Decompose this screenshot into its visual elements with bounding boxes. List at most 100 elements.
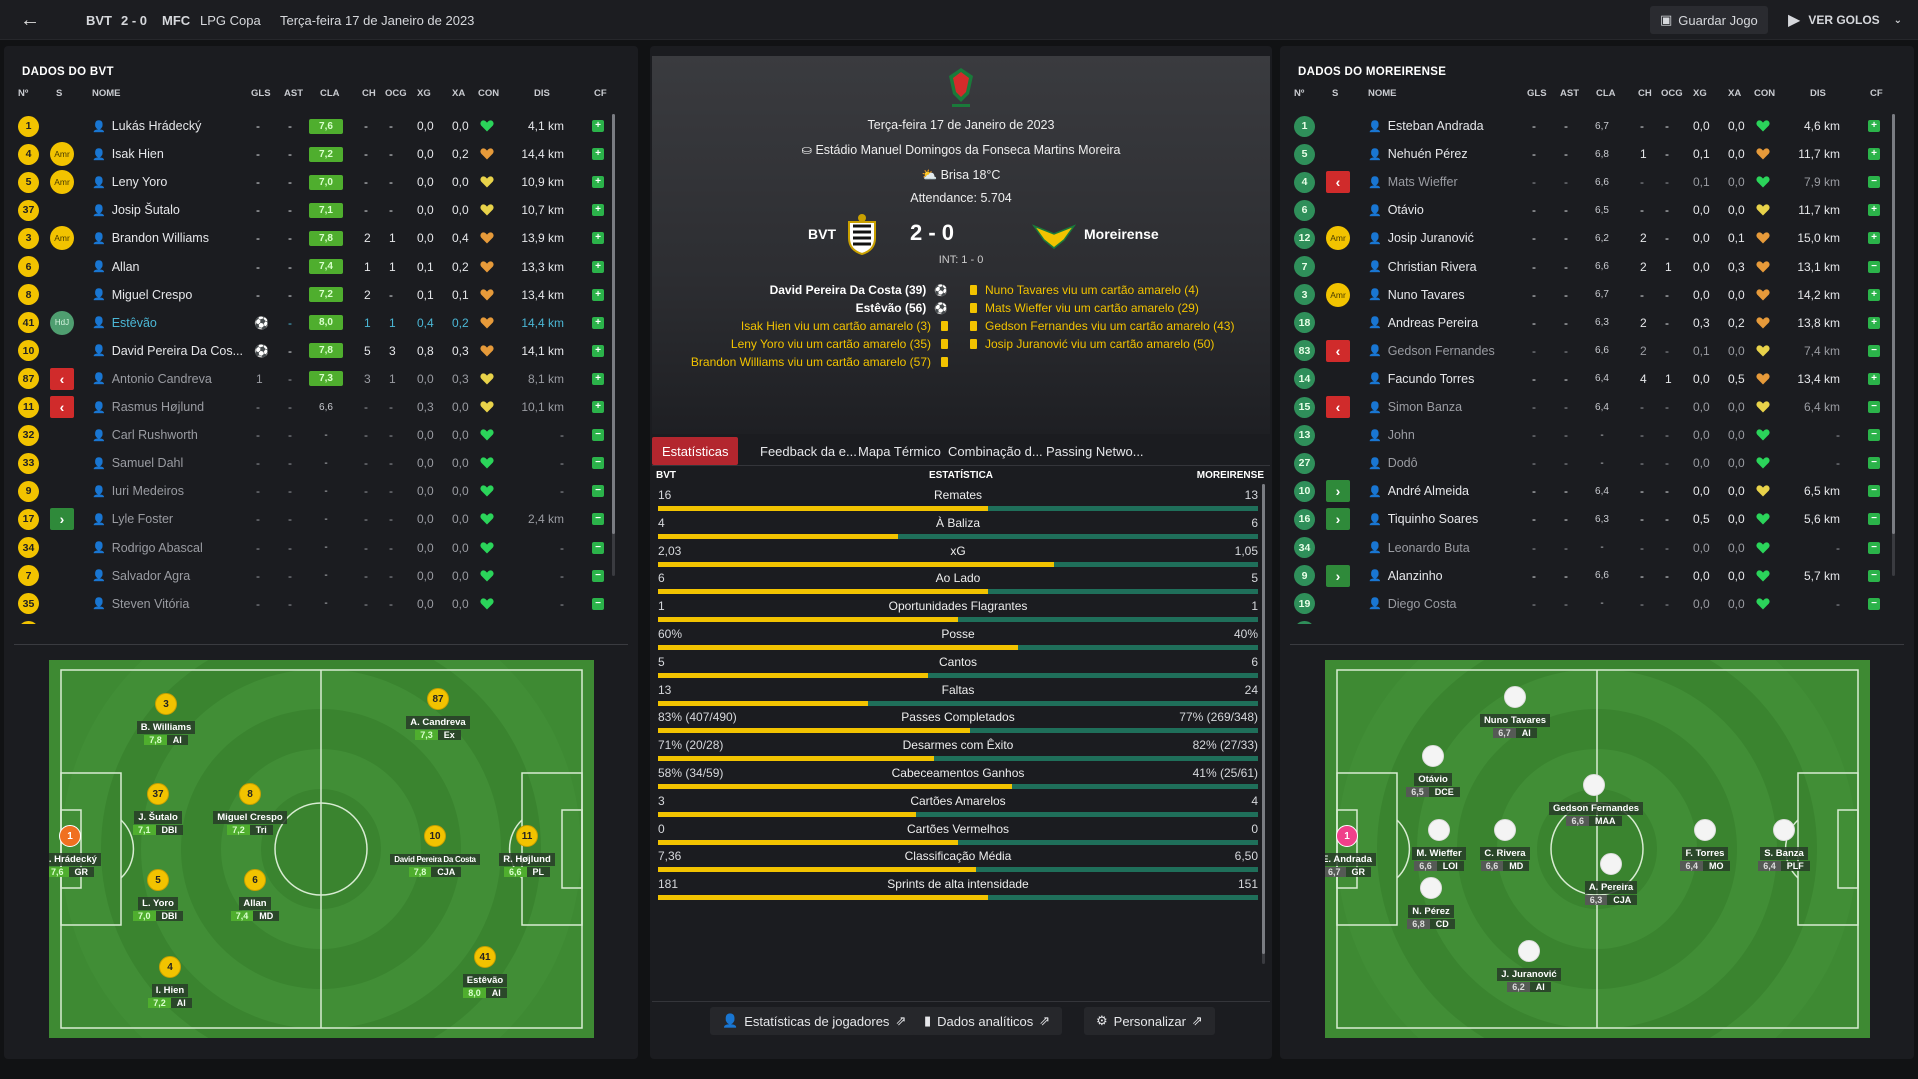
- player-name-cell[interactable]: 👤 Mats Wieffer: [1368, 168, 1458, 196]
- table-row[interactable]: 6 👤 Otávio - - - - 0,0 0,0 6,5 11,7 km +: [1280, 196, 1900, 224]
- table-row[interactable]: 17 › 👤 Lyle Foster - - - - 0,0 0,0 - 2,4 km −: [4, 505, 624, 533]
- table-row[interactable]: 6 👤 Allan - - 1 1 0,1 0,2 7,4 13,3 km +: [4, 253, 624, 281]
- analytics-button[interactable]: ▮ Dados analíticos ⇗: [912, 1007, 1063, 1035]
- home-table-scrollbar[interactable]: [612, 114, 615, 576]
- player-name-cell[interactable]: 👤 Diego Costa: [1368, 590, 1457, 618]
- player-marker[interactable]: [1773, 819, 1795, 841]
- header-dis[interactable]: DIS: [534, 87, 550, 99]
- player-marker[interactable]: [1600, 853, 1622, 875]
- table-row[interactable]: 32 👤 Carl Rushworth - - - - 0,0 0,0 - - −: [4, 421, 624, 449]
- header-con[interactable]: CON: [478, 87, 500, 99]
- player-name-cell[interactable]: 👤 Estêvão: [92, 309, 157, 337]
- player-name-cell[interactable]: 👤 Salvador Agra: [92, 562, 190, 590]
- table-row[interactable]: 5 👤 Nehuén Pérez - - 1 - 0,1 0,0 6,8 11,7 km +: [1280, 140, 1900, 168]
- view-goals-button[interactable]: ▶ VER GOLOS ⌄: [1788, 0, 1902, 40]
- player-marker[interactable]: [1420, 877, 1442, 899]
- table-row[interactable]: 9 👤 Iuri Medeiros - - - - 0,0 0,0 - - −: [4, 477, 624, 505]
- player-marker[interactable]: [1504, 686, 1526, 708]
- player-name-cell[interactable]: 👤 Josip Juranović: [1368, 224, 1474, 252]
- player-name-cell[interactable]: 👤 Tiquinho Soares: [1368, 505, 1478, 533]
- player-marker[interactable]: 87: [427, 688, 449, 710]
- header-xa[interactable]: XA: [452, 87, 466, 99]
- player-name-cell[interactable]: 👤 Facundo Torres: [1368, 365, 1474, 393]
- player-stats-button[interactable]: 👤 Estatísticas de jogadores ⇗: [710, 1007, 919, 1035]
- competition-name[interactable]: LPG Copa: [200, 12, 261, 28]
- player-name-cell[interactable]: 👤 Brandon Williams: [92, 224, 209, 252]
- header-ast[interactable]: AST: [284, 87, 303, 99]
- header-cla[interactable]: CLA: [1596, 87, 1616, 99]
- header-num[interactable]: Nº: [18, 87, 29, 99]
- header-dis[interactable]: DIS: [1810, 87, 1826, 99]
- table-row[interactable]: 27 👤 Dodô - - - - 0,0 0,0 - - −: [1280, 449, 1900, 477]
- player-marker[interactable]: [1518, 940, 1540, 962]
- table-row[interactable]: 9 › 👤 Alanzinho - - - - 0,0 0,0 6,6 5,7 km −: [1280, 562, 1900, 590]
- player-marker[interactable]: 1: [59, 825, 81, 847]
- player-name-cell[interactable]: 👤 Josip Šutalo: [92, 196, 180, 224]
- header-con[interactable]: CON: [1754, 87, 1776, 99]
- header-xg[interactable]: XG: [1693, 87, 1707, 99]
- tab-1[interactable]: Feedback da e...: [760, 443, 857, 459]
- table-row[interactable]: 11 ‹ 👤 Rasmus Højlund - - - - 0,3 0,0 6,6 10,1 km +: [4, 393, 624, 421]
- player-name-cell[interactable]: 👤 Rasmus Højlund: [92, 393, 204, 421]
- player-name-cell[interactable]: 👤 Simon Banza: [1368, 393, 1462, 421]
- player-name-cell[interactable]: 👤 David Pereira Da Cos...: [92, 337, 243, 365]
- table-row[interactable]: 15 ‹ 👤 Simon Banza - - - - 0,0 0,0 6,4 6,4 km −: [1280, 393, 1900, 421]
- tab-0[interactable]: Estatísticas: [652, 437, 739, 465]
- player-name-cell[interactable]: 👤 Lukás Hrádecký: [92, 112, 201, 140]
- header-s[interactable]: S: [1332, 87, 1339, 99]
- player-name-cell[interactable]: 👤 Iuri Medeiros: [92, 477, 184, 505]
- table-row[interactable]: 12 Amr 👤 Josip Juranović - - 2 - 0,0 0,1 6,2 15,0 k…: [1280, 224, 1900, 252]
- header-name[interactable]: NOME: [1368, 87, 1397, 99]
- table-row[interactable]: 10 👤 David Pereira Da Cos... ⚽ - 5 3 0,8 0,3 7,8 1…: [4, 337, 624, 365]
- player-name-cell[interactable]: 👤 Christian Rivera: [1368, 253, 1477, 281]
- tab-2[interactable]: Mapa Térmico: [858, 443, 941, 459]
- table-row[interactable]: 7 👤 Christian Rivera - - 2 1 0,0 0,3 6,6 13,1 km −: [1280, 253, 1900, 281]
- header-ast[interactable]: AST: [1560, 87, 1579, 99]
- player-marker[interactable]: 37: [147, 783, 169, 805]
- table-row[interactable]: 16 › 👤 Tiquinho Soares - - - - 0,5 0,0 6,3 5,6 km −: [1280, 505, 1900, 533]
- player-marker[interactable]: 8: [239, 783, 261, 805]
- table-row[interactable]: 14 👤 Facundo Torres - - 4 1 0,0 0,5 6,4 13,4 km +: [1280, 365, 1900, 393]
- player-name-cell[interactable]: 👤 Alanzinho: [1368, 562, 1443, 590]
- player-marker[interactable]: [1494, 819, 1516, 841]
- player-name-cell[interactable]: 👤 Dodô: [1368, 449, 1418, 477]
- player-marker[interactable]: [1694, 819, 1716, 841]
- table-row[interactable]: 31 👤Bernardo Martins - - - - 0,0 0,0 - - −: [1280, 618, 1900, 624]
- away-table-scrollbar[interactable]: [1892, 114, 1895, 576]
- table-row[interactable]: 19 👤 Diego Costa - - - - 0,0 0,0 - - −: [1280, 590, 1900, 618]
- header-num[interactable]: Nº: [1294, 87, 1305, 99]
- customize-button[interactable]: ⚙ Personalizar ⇗: [1084, 1007, 1215, 1035]
- player-name-cell[interactable]: 👤 Andreas Pereira: [1368, 309, 1478, 337]
- back-arrow-icon[interactable]: ←: [20, 8, 40, 31]
- player-name-cell[interactable]: 👤 Isak Hien: [92, 140, 164, 168]
- player-name-cell[interactable]: 👤Bernardo Martins: [1368, 618, 1484, 624]
- player-name-cell[interactable]: 👤 Rodrigo Abascal: [92, 534, 203, 562]
- header-cf[interactable]: CF: [1870, 87, 1883, 99]
- tab-3[interactable]: Combinação d...: [948, 443, 1043, 459]
- player-marker[interactable]: [1422, 745, 1444, 767]
- stats-scrollbar[interactable]: [1262, 484, 1265, 964]
- table-row[interactable]: 1 👤 Esteban Andrada - - - - 0,0 0,0 6,7 4,6 km +: [1280, 112, 1900, 140]
- player-name-cell[interactable]: 👤 Carl Rushworth: [92, 421, 198, 449]
- player-name-cell[interactable]: 👤 Miguel Crespo: [92, 281, 192, 309]
- player-name-cell[interactable]: 👤 Nuno Tavares: [1368, 281, 1465, 309]
- table-row[interactable]: 10 › 👤 André Almeida - - - - 0,0 0,0 6,4 6,5 km −: [1280, 477, 1900, 505]
- player-marker[interactable]: 5: [147, 869, 169, 891]
- table-row[interactable]: 3 Amr 👤 Brandon Williams - - 2 1 0,0 0,4 7,8 13,9 k…: [4, 224, 624, 252]
- table-row[interactable]: 35 👤 Steven Vitória - - - - 0,0 0,0 - - −: [4, 590, 624, 618]
- table-row[interactable]: 5 Amr 👤 Leny Yoro - - - - 0,0 0,0 7,0 10,9 km +: [4, 168, 624, 196]
- header-ch[interactable]: CH: [1638, 87, 1652, 99]
- table-row[interactable]: 7 👤 Salvador Agra - - - - 0,0 0,0 - - −: [4, 562, 624, 590]
- table-row[interactable]: 18 👤 Andreas Pereira - - 2 - 0,3 0,2 6,3 13,8 km +: [1280, 309, 1900, 337]
- player-name-cell[interactable]: 👤 Esteban Andrada: [1368, 112, 1484, 140]
- player-name-cell[interactable]: 👤 John: [1368, 421, 1415, 449]
- player-marker[interactable]: 4: [159, 956, 181, 978]
- table-row[interactable]: 37 👤 Josip Šutalo - - - - 0,0 0,0 7,1 10,7 km +: [4, 196, 624, 224]
- save-match-button[interactable]: ▣ Guardar Jogo: [1650, 6, 1768, 34]
- header-cla[interactable]: CLA: [320, 87, 340, 99]
- table-row[interactable]: 4 Amr 👤 Isak Hien - - - - 0,0 0,2 7,2 14,4 km +: [4, 140, 624, 168]
- player-name-cell[interactable]: 👤 Leny Yoro: [92, 168, 167, 196]
- table-row[interactable]: 8 👤 Miguel Crespo - - 2 - 0,1 0,1 7,2 13,4 km +: [4, 281, 624, 309]
- player-name-cell[interactable]: 👤 Steven Vitória: [92, 590, 189, 618]
- player-marker[interactable]: 1: [1336, 825, 1358, 847]
